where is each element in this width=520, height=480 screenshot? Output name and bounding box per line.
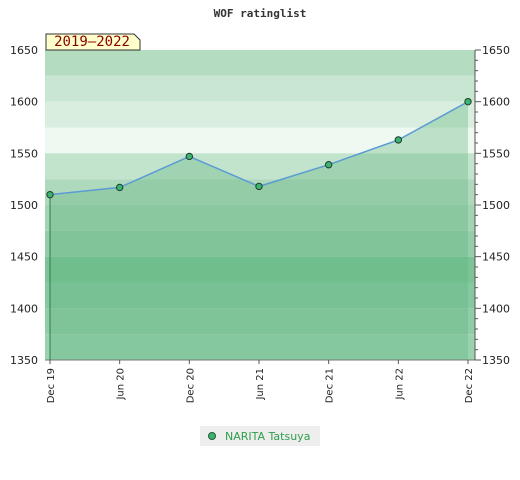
background-band <box>45 153 475 180</box>
background-band <box>45 334 475 360</box>
y-tick-label-right: 1450 <box>482 251 510 264</box>
legend-label: NARITA Tatsuya <box>225 430 310 443</box>
background-band <box>45 308 475 335</box>
background-band <box>45 75 475 102</box>
background-band <box>45 256 475 283</box>
y-tick-label-left: 1450 <box>10 251 38 264</box>
legend-marker <box>208 432 216 440</box>
y-tick-label-left: 1350 <box>10 354 38 367</box>
y-tick-label-right: 1600 <box>482 96 510 109</box>
y-tick-label-right: 1500 <box>482 199 510 212</box>
x-tick-label: Jun 21 <box>255 368 266 401</box>
data-point <box>324 161 333 169</box>
y-tick-label-left: 1400 <box>10 302 38 315</box>
data-point <box>115 183 124 192</box>
y-tick-label-left: 1600 <box>10 96 38 109</box>
background-band <box>45 230 475 257</box>
y-tick-label-left: 1550 <box>10 147 38 160</box>
x-tick-label: Jun 20 <box>116 368 127 401</box>
y-tick-label-left: 1500 <box>10 199 38 212</box>
background-band <box>45 205 475 231</box>
data-point <box>185 152 194 161</box>
y-axis-left: 1350 1400 1450 1500 1550 1600 1650 <box>10 44 38 367</box>
x-tick-label: Dec 20 <box>185 368 196 403</box>
data-point <box>255 182 263 191</box>
background-band <box>45 282 475 309</box>
x-tick-label: Dec 21 <box>325 368 336 403</box>
y-tick-label-right: 1400 <box>482 302 510 315</box>
x-tick-label: Jun 22 <box>394 368 405 401</box>
series-line <box>46 97 472 199</box>
background-bands <box>45 50 475 360</box>
y-tick-label-right: 1650 <box>482 44 510 57</box>
period-badge-text: 2019–2022 <box>54 34 130 50</box>
y-tick-label-right: 1350 <box>482 354 510 367</box>
x-tick-label: Dec 22 <box>464 368 475 403</box>
background-band <box>45 50 475 76</box>
period-badge: 2019–2022 <box>45 33 141 51</box>
data-point <box>464 97 472 106</box>
y-axis-right: 1350 1400 1450 1500 1550 1600 1650 <box>475 44 510 367</box>
background-band <box>45 127 475 154</box>
y-tick-label-right: 1550 <box>482 147 510 160</box>
y-tick-label-left: 1650 <box>10 44 38 57</box>
x-tick-label: Dec 19 <box>46 368 57 403</box>
data-point <box>394 136 403 144</box>
x-axis: Dec 19 Jun 20 Dec 20 Jun 21 Dec 21 Jun 22 Dec … <box>46 360 475 403</box>
area-under-line <box>50 101 468 361</box>
background-band <box>45 101 475 128</box>
chart-title: WOF ratinglist <box>214 7 307 20</box>
data-point <box>46 190 54 199</box>
area-fill <box>50 101 468 361</box>
legend: NARITA Tatsuya <box>200 426 320 446</box>
